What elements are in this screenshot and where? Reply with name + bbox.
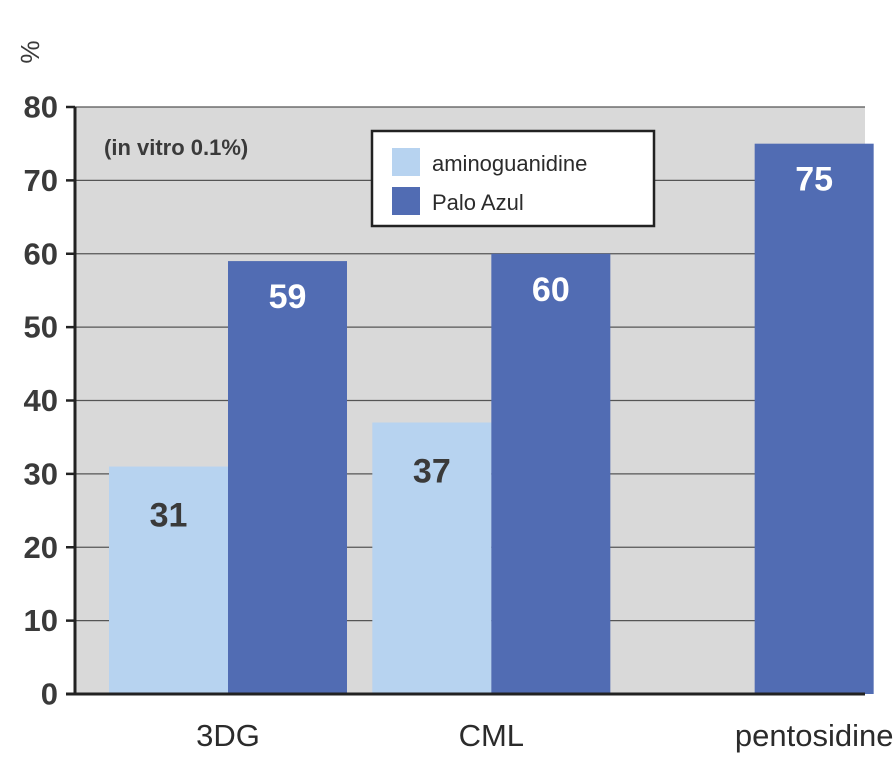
y-tick-label-30: 30 (24, 456, 58, 491)
bar-palo-azul-3dg (228, 261, 347, 694)
y-tick-label-0: 0 (41, 677, 58, 712)
bar-palo-azul-cml (491, 253, 611, 694)
bars (109, 143, 874, 694)
x-tick-label-cml: CML (459, 718, 524, 753)
legend-swatch-palo-azul (392, 187, 420, 215)
legend-label-aminoguanidine: aminoguanidine (432, 151, 587, 176)
y-tick-label-80: 80 (24, 90, 58, 125)
y-tick-label-60: 60 (24, 236, 58, 271)
y-tick-labels: 0 10 20 30 40 50 60 70 80 (24, 90, 58, 712)
annotation-text: (in vitro 0.1%) (104, 135, 248, 160)
bar-palo-azul-pentosidine (754, 143, 874, 694)
y-tick-label-50: 50 (24, 310, 58, 345)
data-label-palo-azul-pentosidine: 75 (795, 161, 833, 199)
data-label-aminoguanidine-3dg: 31 (150, 497, 188, 535)
y-tick-label-10: 10 (24, 603, 58, 638)
legend-label-palo-azul: Palo Azul (432, 190, 524, 215)
axes (66, 105, 865, 696)
x-tick-labels: 3DG CML pentosidine (196, 718, 893, 753)
y-tick-label-20: 20 (24, 530, 58, 565)
legend-swatch-aminoguanidine (392, 148, 420, 176)
data-labels: 31 59 37 60 75 (150, 161, 833, 535)
data-label-palo-azul-cml: 60 (532, 271, 570, 309)
legend: aminoguanidine Palo Azul (370, 129, 656, 228)
data-label-palo-azul-3dg: 59 (269, 278, 307, 316)
bar-aminoguanidine-3dg (109, 466, 228, 694)
y-tick-label-70: 70 (24, 163, 58, 198)
bar-aminoguanidine-cml (372, 422, 492, 694)
y-tick-label-40: 40 (24, 383, 58, 418)
x-tick-label-3dg: 3DG (196, 718, 260, 753)
data-label-aminoguanidine-cml: 37 (413, 453, 451, 491)
x-tick-label-pentosidine: pentosidine (735, 718, 894, 753)
y-unit-label: % (15, 40, 45, 63)
